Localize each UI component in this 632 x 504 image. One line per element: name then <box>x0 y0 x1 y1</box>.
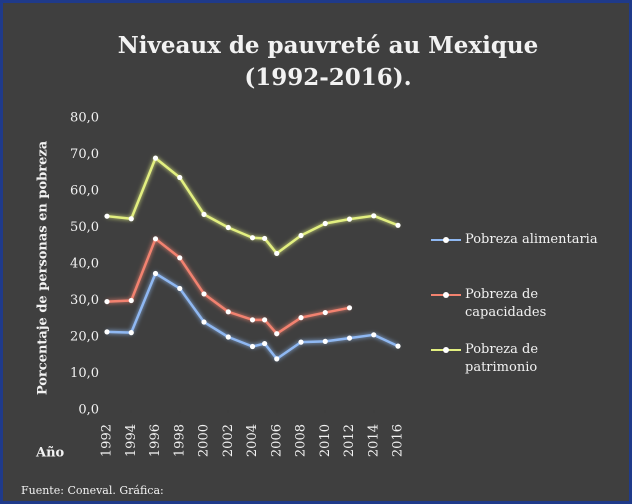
data-point <box>201 211 207 217</box>
legend-entry: Pobreza de patrimonio <box>431 341 575 377</box>
x-tick-label: 2008 <box>294 424 309 457</box>
data-point <box>262 235 268 242</box>
data-point <box>298 232 304 239</box>
data-point <box>152 270 159 277</box>
x-tick-label: 2012 <box>342 424 357 457</box>
data-point <box>274 331 280 337</box>
series-line <box>106 237 350 335</box>
x-tick-label: 2014 <box>366 424 381 457</box>
x-tick-label: 1996 <box>148 424 163 457</box>
x-axis-label: Año <box>35 446 65 461</box>
y-tick-label: 50,0 <box>70 220 99 235</box>
data-point <box>128 330 134 336</box>
data-point <box>128 216 134 222</box>
data-point <box>298 339 304 345</box>
data-point <box>371 213 377 219</box>
y-tick-label: 30,0 <box>70 293 99 308</box>
y-axis-label: Porcentaje de personas en pobreza <box>36 140 51 395</box>
data-point <box>177 174 183 181</box>
x-tick-label: 1992 <box>100 424 115 457</box>
x-tick-label: 2000 <box>197 424 212 457</box>
y-tick-label: 0,0 <box>78 403 99 418</box>
chart-title: Niveaux de pauvreté au Mexique <box>118 32 539 59</box>
x-tick-label: 1994 <box>124 424 139 457</box>
data-point <box>177 285 183 292</box>
data-point <box>322 309 328 316</box>
chart-title: (1992-2016). <box>244 64 411 91</box>
x-tick-label: 2004 <box>245 424 260 457</box>
x-tick-label: 2002 <box>221 424 236 457</box>
y-tick-label: 10,0 <box>70 366 99 381</box>
data-point <box>322 338 328 344</box>
data-point <box>225 224 231 231</box>
legend-swatch <box>431 347 461 353</box>
legend-entry: Pobreza alimentaria <box>431 231 615 249</box>
data-point <box>201 291 207 297</box>
data-point <box>322 220 328 227</box>
data-point <box>395 222 401 228</box>
y-tick-label: 80,0 <box>70 111 99 126</box>
data-point <box>152 155 159 161</box>
x-tick-label: 2010 <box>318 424 333 457</box>
legend-swatch <box>431 237 461 243</box>
series-line <box>106 156 399 255</box>
data-point <box>249 235 256 241</box>
data-point <box>177 255 183 261</box>
source: Fuente: Coneval. Gráfica: <box>21 484 164 497</box>
data-point <box>225 334 231 340</box>
data-point <box>249 343 256 350</box>
data-point <box>262 340 268 347</box>
legend-swatch <box>431 292 461 298</box>
data-point <box>274 250 280 257</box>
series-line <box>106 272 399 361</box>
data-point <box>262 317 268 323</box>
data-point <box>104 298 110 305</box>
data-point <box>274 356 280 362</box>
x-tick-label: 1998 <box>172 424 187 457</box>
y-tick-label: 70,0 <box>70 147 99 162</box>
data-point <box>128 297 134 304</box>
legend-label: Pobreza de patrimonio <box>465 342 539 375</box>
x-tick-label: 2016 <box>391 424 406 457</box>
y-tick-label: 40,0 <box>70 257 99 272</box>
data-point <box>249 317 256 323</box>
data-point <box>152 236 159 242</box>
chart-svg: Niveaux de pauvreté au Mexique (1992-201… <box>21 32 539 497</box>
legend-entry: Pobreza de capacidades <box>431 286 575 322</box>
data-point <box>395 343 401 349</box>
y-tick-label: 20,0 <box>70 330 99 345</box>
data-point <box>201 319 207 325</box>
legend-label: Pobreza de capacidades <box>465 287 547 320</box>
data-point <box>346 216 353 222</box>
data-point <box>346 305 353 311</box>
y-tick-label: 60,0 <box>70 184 99 199</box>
data-point <box>371 332 377 338</box>
x-tick-label: 2006 <box>269 424 284 457</box>
data-point <box>104 213 110 219</box>
data-point <box>104 329 110 335</box>
data-point <box>298 315 304 321</box>
data-point <box>225 309 231 315</box>
legend-label: Pobreza alimentaria <box>465 232 598 247</box>
data-point <box>346 335 353 341</box>
